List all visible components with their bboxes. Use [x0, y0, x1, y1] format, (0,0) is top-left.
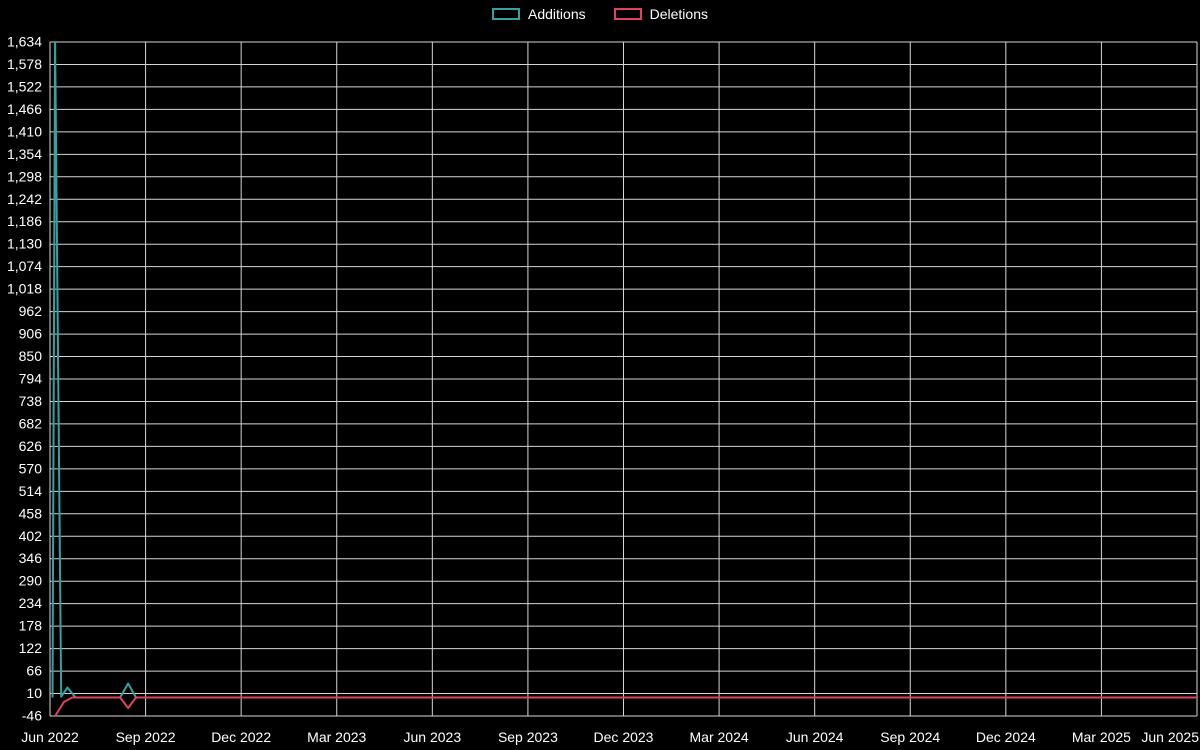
y-tick-label: 346 [19, 550, 43, 566]
y-tick-label: 66 [26, 663, 42, 679]
chart-legend: Additions Deletions [492, 7, 708, 21]
y-tick-label: 514 [19, 483, 43, 499]
x-tick-label: Mar 2023 [307, 729, 366, 745]
y-tick-label: 1,074 [7, 258, 42, 274]
x-tick-label: Dec 2024 [976, 729, 1036, 745]
y-tick-label: -46 [22, 708, 42, 724]
y-tick-label: 122 [19, 640, 43, 656]
series-line-additions [51, 41, 1197, 699]
y-tick-label: 1,130 [7, 236, 42, 252]
y-tick-label: 1,522 [7, 78, 42, 94]
x-tick-label: Jun 2024 [786, 729, 844, 745]
y-tick-label: 1,634 [7, 34, 42, 50]
y-tick-label: 234 [19, 595, 43, 611]
y-tick-label: 1,410 [7, 123, 42, 139]
x-tick-label: Jun 2023 [404, 729, 462, 745]
y-tick-label: 178 [19, 618, 43, 634]
y-tick-label: 682 [19, 415, 43, 431]
x-tick-label: Sep 2024 [880, 729, 940, 745]
y-tick-label: 458 [19, 505, 43, 521]
y-tick-label: 1,242 [7, 191, 42, 207]
y-tick-label: 1,354 [7, 146, 42, 162]
deletions-swatch-icon [613, 8, 642, 20]
additions-legend-label: Additions [528, 6, 586, 22]
y-tick-label: 1,186 [7, 213, 42, 229]
y-tick-label: 290 [19, 573, 43, 589]
x-tick-label: Jun 2022 [21, 729, 79, 745]
x-tick-label: Dec 2022 [211, 729, 271, 745]
y-tick-label: 1,466 [7, 101, 42, 117]
x-tick-label: Mar 2025 [1072, 729, 1131, 745]
x-tick-label: Jun 2025 [1141, 729, 1199, 745]
x-tick-label: Mar 2024 [690, 729, 749, 745]
y-tick-label: 402 [19, 528, 43, 544]
x-tick-label: Sep 2023 [498, 729, 558, 745]
y-tick-label: 1,578 [7, 56, 42, 72]
series-line-deletions [54, 696, 1197, 717]
y-tick-label: 962 [19, 303, 43, 319]
y-tick-label: 626 [19, 438, 43, 454]
y-tick-label: 570 [19, 460, 43, 476]
legend-item-additions[interactable]: Additions [492, 7, 586, 21]
additions-swatch-icon [492, 8, 521, 20]
x-tick-label: Sep 2022 [116, 729, 176, 745]
y-tick-label: 1,298 [7, 168, 42, 184]
y-tick-label: 1,018 [7, 281, 42, 297]
y-tick-label: 906 [19, 326, 43, 342]
y-tick-label: 794 [19, 371, 43, 387]
y-tick-label: 10 [26, 685, 42, 701]
deletions-legend-label: Deletions [649, 6, 708, 22]
y-tick-label: 738 [19, 393, 43, 409]
x-tick-label: Dec 2023 [594, 729, 654, 745]
y-tick-label: 850 [19, 348, 43, 364]
legend-item-deletions[interactable]: Deletions [613, 6, 708, 22]
